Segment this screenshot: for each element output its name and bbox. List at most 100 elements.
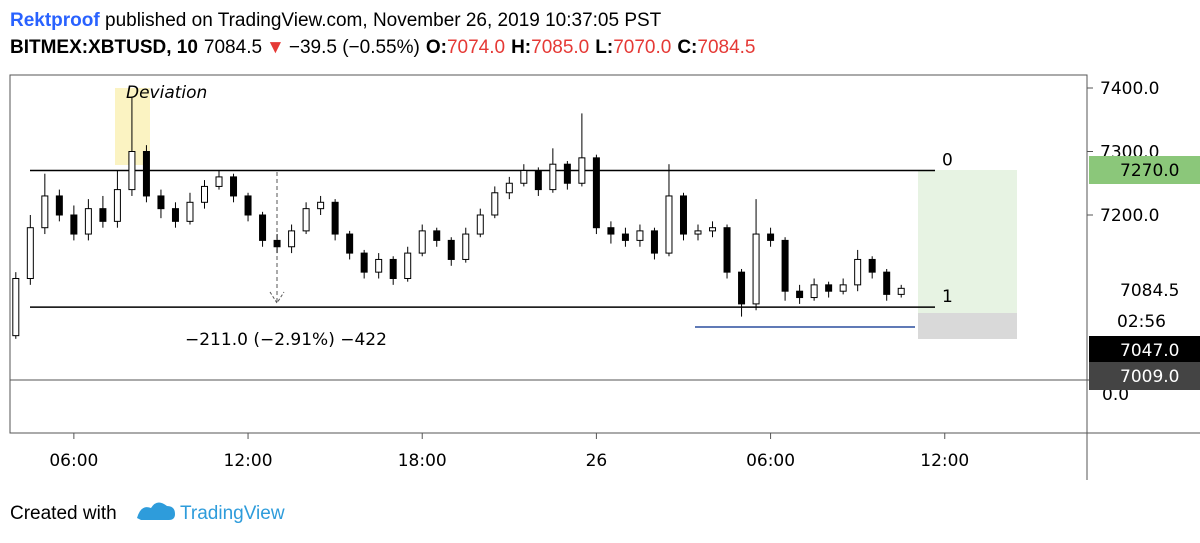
x-tick-label: 06:00 [49, 451, 98, 471]
candle-body [636, 230, 644, 241]
symbol: BITMEX:XBTUSD, 10 [10, 37, 198, 58]
candle-body [259, 214, 267, 241]
candle-body [55, 195, 63, 216]
candle-body [534, 170, 542, 191]
candle-body [99, 208, 107, 222]
candle-body [491, 192, 499, 216]
candle-body [157, 195, 165, 210]
candle-body [447, 239, 455, 260]
header-line1: Rektproof published on TradingView.com, … [10, 10, 662, 31]
candle-body [113, 189, 121, 222]
y-tick-label: 7200.0 [1100, 206, 1159, 226]
candle-body [839, 284, 847, 292]
candle-body [563, 163, 571, 184]
price-label-box [1089, 156, 1200, 184]
footer-brand: TradingView [180, 503, 285, 524]
x-tick-label: 12:00 [920, 451, 969, 471]
candle-body [854, 258, 862, 286]
candle-body [723, 227, 731, 273]
candle-body [273, 239, 281, 248]
x-tick-label: 06:00 [746, 451, 795, 471]
last: 7084.5 [204, 37, 262, 58]
candle-body [302, 208, 310, 232]
candle-body [331, 201, 339, 235]
price-label: 7009.0 [1120, 367, 1179, 387]
author: Rektproof [10, 10, 100, 31]
candle-body [592, 157, 600, 229]
candle-body [752, 233, 760, 305]
price-label-box [1089, 336, 1200, 364]
candle-body [200, 185, 208, 203]
candle-body [128, 151, 136, 191]
l: 7070.0 [613, 37, 671, 58]
candle-body [462, 233, 470, 260]
candle-body [897, 287, 905, 295]
annotation-range: −211.0 (−2.91%) −422 [185, 330, 387, 350]
published: published on TradingView.com, November 2… [100, 10, 662, 31]
price-label-box [1089, 276, 1200, 304]
candle-body [650, 230, 658, 254]
candle-body [738, 271, 746, 305]
stop-zone [918, 313, 1017, 339]
logo [137, 502, 175, 520]
target-zone [918, 170, 1017, 313]
candle-body [142, 151, 150, 197]
x-tick-label: 26 [586, 451, 608, 471]
candle-body [709, 227, 717, 232]
price-label: 7084.5 [1120, 281, 1179, 301]
candle-body [781, 239, 789, 292]
o: 7074.0 [447, 37, 505, 58]
candle-body [607, 227, 615, 235]
x-tick-label: 12:00 [224, 451, 273, 471]
x-tick-label: 18:00 [398, 451, 447, 471]
measure-arrowhead [269, 291, 285, 304]
candle-body [578, 157, 586, 184]
candle-body [70, 214, 78, 235]
o-label: O: [426, 37, 447, 58]
candle-body [476, 214, 484, 235]
arrow: ▼ [266, 37, 285, 58]
level-label: 1 [942, 287, 953, 307]
candle-body [41, 195, 49, 229]
candle-body [346, 233, 354, 254]
candle-body [84, 208, 92, 235]
candle-body [186, 201, 194, 222]
candle-body [694, 230, 702, 235]
price-label: 7047.0 [1120, 341, 1179, 361]
price-label-box [1089, 362, 1200, 390]
candle-body [810, 284, 818, 299]
footer-created: Created with [10, 503, 117, 524]
countdown: 02:56 [1117, 312, 1166, 332]
candle-body [883, 271, 891, 295]
candle-body [621, 233, 629, 241]
candle-body [230, 176, 238, 197]
candle-body [665, 195, 673, 254]
candle-body [317, 201, 325, 210]
candle-body [404, 252, 412, 280]
candle-body [171, 208, 179, 222]
c: 7084.5 [697, 37, 755, 58]
change: −39.5 (−0.55%) [289, 37, 420, 58]
candle-body [679, 195, 687, 235]
candle-body [796, 290, 804, 299]
candle-body [868, 258, 876, 273]
candle-body [12, 278, 20, 337]
h: 7085.0 [531, 37, 589, 58]
candle-body [215, 176, 223, 187]
candle-body [389, 258, 397, 280]
price-label: 7270.0 [1120, 161, 1179, 181]
candle-body [360, 252, 368, 273]
candle-body [288, 230, 296, 248]
l-label: L: [595, 37, 613, 58]
candle-body [825, 284, 833, 292]
h-label: H: [511, 37, 531, 58]
candle-body [433, 230, 441, 241]
candle-body [767, 233, 775, 241]
annotation-deviation: Deviation [126, 83, 207, 103]
candle-body [549, 163, 557, 191]
c-label: C: [677, 37, 697, 58]
y-tick-label: 7400.0 [1100, 79, 1159, 99]
candle-body [418, 230, 426, 254]
candle-body [375, 258, 383, 273]
